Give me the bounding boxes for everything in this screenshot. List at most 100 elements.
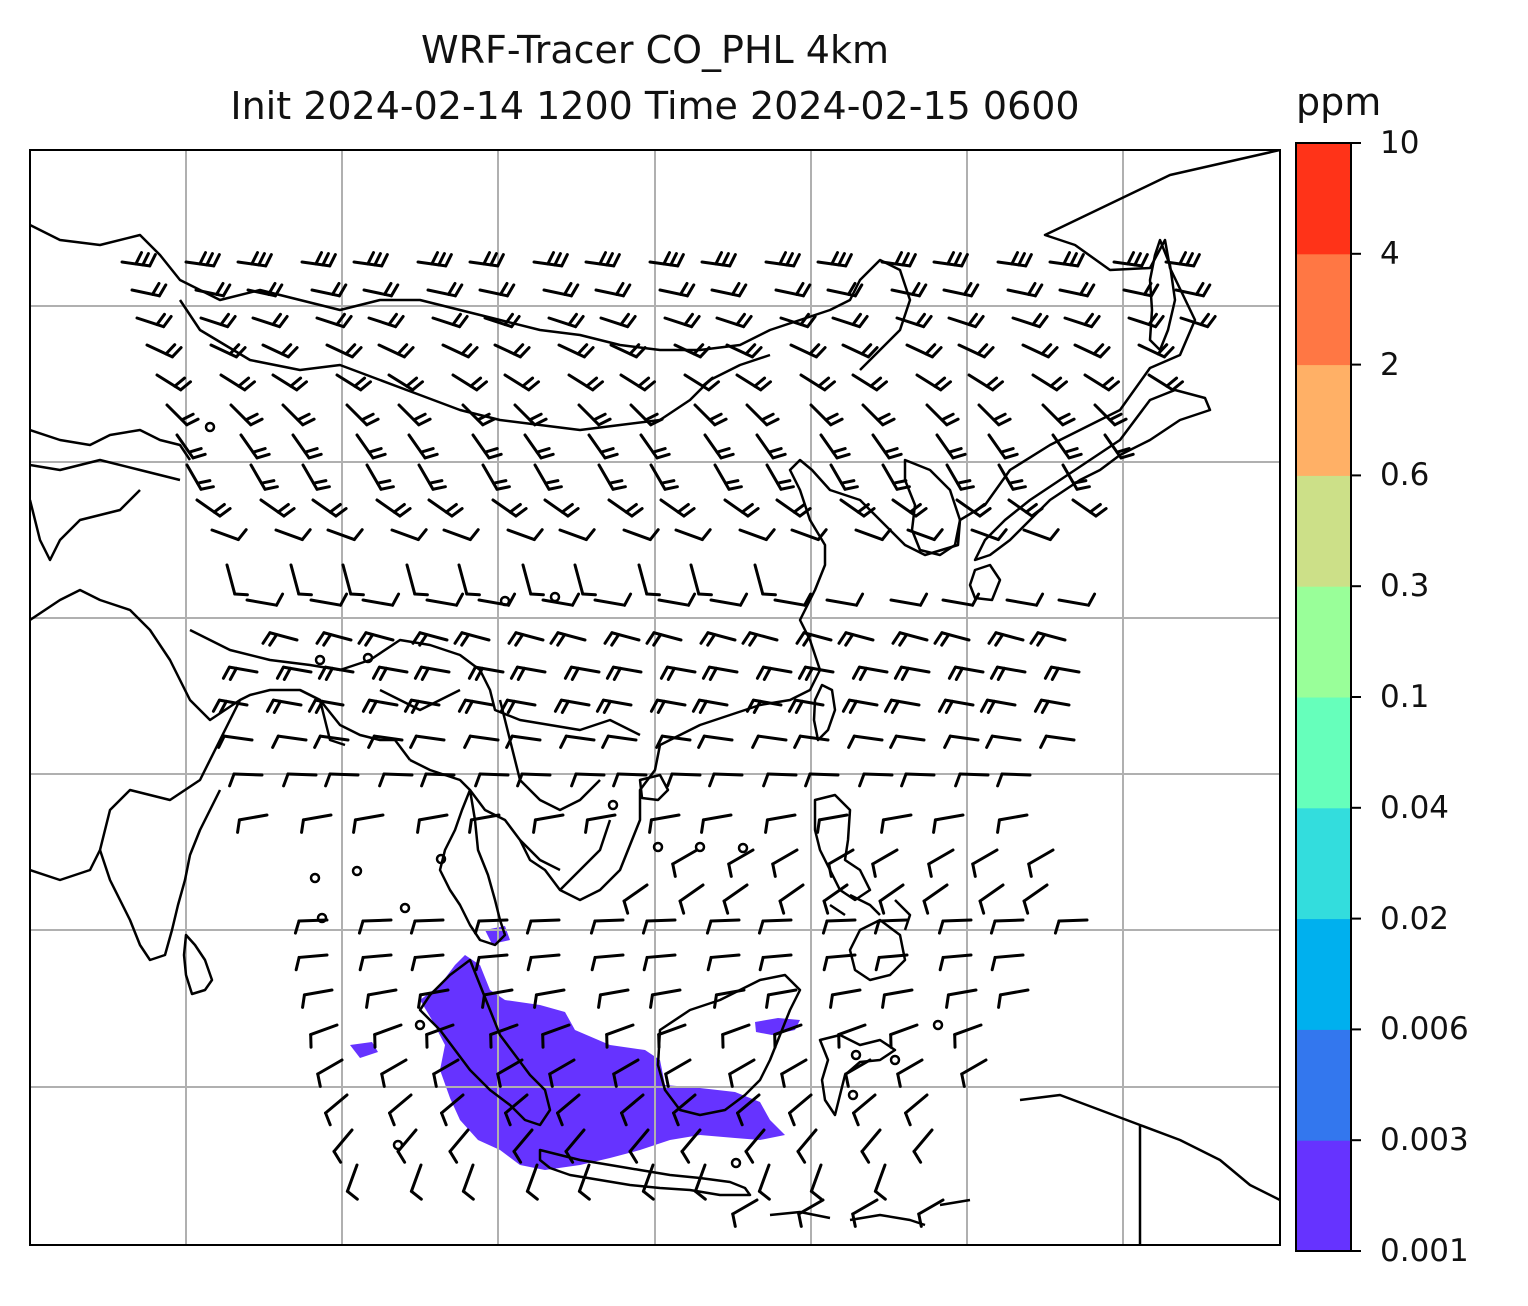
wind-barb xyxy=(417,988,450,1009)
wind-barb xyxy=(324,1093,349,1127)
calm-wind-marker xyxy=(316,912,328,924)
wind-barb xyxy=(390,528,428,542)
wind-barb xyxy=(451,373,488,392)
border-china-southwest xyxy=(189,628,641,737)
calm-wind-marker xyxy=(652,841,664,853)
wind-barb xyxy=(709,592,749,607)
wind-barb xyxy=(874,953,909,972)
wind-barb xyxy=(229,403,264,427)
wind-barb xyxy=(1022,528,1060,542)
calm-wind-marker xyxy=(435,853,447,865)
wind-barb xyxy=(645,631,683,647)
wind-barb xyxy=(795,631,833,647)
wind-barb xyxy=(239,433,271,460)
colorbar-tick-label: 0.003 xyxy=(1380,1122,1469,1159)
wind-barb xyxy=(512,1128,534,1164)
wind-barb xyxy=(245,592,285,607)
wind-barb xyxy=(780,1058,808,1088)
wind-barb xyxy=(700,251,737,268)
wind-barb xyxy=(259,498,296,518)
wind-barb xyxy=(796,1128,818,1164)
colorbar-segment xyxy=(1296,364,1351,476)
wind-barb xyxy=(473,918,509,935)
wind-barb xyxy=(533,463,563,491)
wind-barb xyxy=(597,463,627,491)
wind-barb xyxy=(543,498,580,518)
wind-barb xyxy=(120,251,157,268)
wind-barb xyxy=(758,953,793,972)
wind-barb xyxy=(680,1128,702,1164)
wind-barb xyxy=(457,698,495,714)
wind-barb xyxy=(411,631,449,647)
wind-barb xyxy=(891,498,928,518)
wind-barb xyxy=(701,665,739,681)
wind-barb xyxy=(463,734,500,749)
wind-barb xyxy=(985,734,1022,749)
wind-barb xyxy=(774,281,812,298)
wind-barb xyxy=(943,734,980,749)
wind-barb xyxy=(1122,281,1160,298)
wind-barb xyxy=(797,1198,825,1228)
wind-barb xyxy=(697,734,734,749)
wind-barb xyxy=(1007,498,1044,518)
wind-barb xyxy=(637,563,661,597)
wind-barb xyxy=(493,343,531,359)
wind-barb xyxy=(556,1093,581,1127)
wind-barb xyxy=(905,343,943,359)
wind-barb xyxy=(989,665,1027,681)
border-mongolia-south xyxy=(178,299,771,432)
wind-barb xyxy=(990,953,1025,972)
wind-barb xyxy=(489,1023,519,1049)
colorbar-tick-label: 0.6 xyxy=(1380,457,1430,494)
wind-barb xyxy=(221,665,259,681)
wind-barb xyxy=(945,988,978,1009)
wind-barb xyxy=(889,592,929,607)
wind-barb xyxy=(440,1093,465,1127)
wind-barb xyxy=(175,433,207,460)
wind-barb xyxy=(1005,592,1045,607)
wind-barb xyxy=(367,312,405,329)
wind-barb xyxy=(705,918,741,935)
wind-barb xyxy=(649,463,679,491)
wind-barb xyxy=(881,988,914,1009)
wind-barb xyxy=(753,563,777,597)
wind-barb xyxy=(880,813,913,834)
wind-barb xyxy=(601,734,638,749)
wind-barb xyxy=(282,772,318,788)
wind-barb xyxy=(715,312,753,329)
border-china-russia xyxy=(30,223,912,371)
wind-barb xyxy=(945,463,975,491)
wind-barb xyxy=(642,953,677,972)
wind-barb xyxy=(261,631,299,647)
wind-barb xyxy=(953,1023,983,1049)
wind-barb xyxy=(130,281,168,298)
coast-japan-kyushu xyxy=(968,563,1002,602)
wind-barb xyxy=(431,312,469,329)
wind-barb xyxy=(371,665,409,681)
wind-barb xyxy=(584,813,617,834)
coast-new-guinea xyxy=(1019,1093,1280,1245)
wind-barb xyxy=(896,1058,924,1088)
wind-barb xyxy=(895,312,933,329)
wind-barb xyxy=(837,1023,867,1049)
wind-barb xyxy=(1103,433,1135,460)
wind-barb xyxy=(657,592,697,607)
wind-barb xyxy=(135,312,173,329)
wind-barb xyxy=(764,813,797,834)
wind-barb xyxy=(825,592,865,607)
coast-india-peninsula xyxy=(98,789,222,962)
wind-barb xyxy=(317,665,355,681)
wind-barb xyxy=(967,373,1004,392)
wind-barb xyxy=(880,251,917,268)
calm-wind-marker xyxy=(309,872,321,884)
calm-wind-marker xyxy=(392,1139,404,1151)
wind-barb xyxy=(559,734,596,749)
wind-barb xyxy=(738,528,776,542)
wind-barb xyxy=(996,813,1029,834)
wind-barb xyxy=(873,918,909,935)
wind-barb xyxy=(932,813,965,834)
wind-barb xyxy=(674,528,712,542)
wind-barb xyxy=(491,498,528,518)
wind-barb xyxy=(947,665,985,681)
wind-barb xyxy=(533,988,566,1009)
